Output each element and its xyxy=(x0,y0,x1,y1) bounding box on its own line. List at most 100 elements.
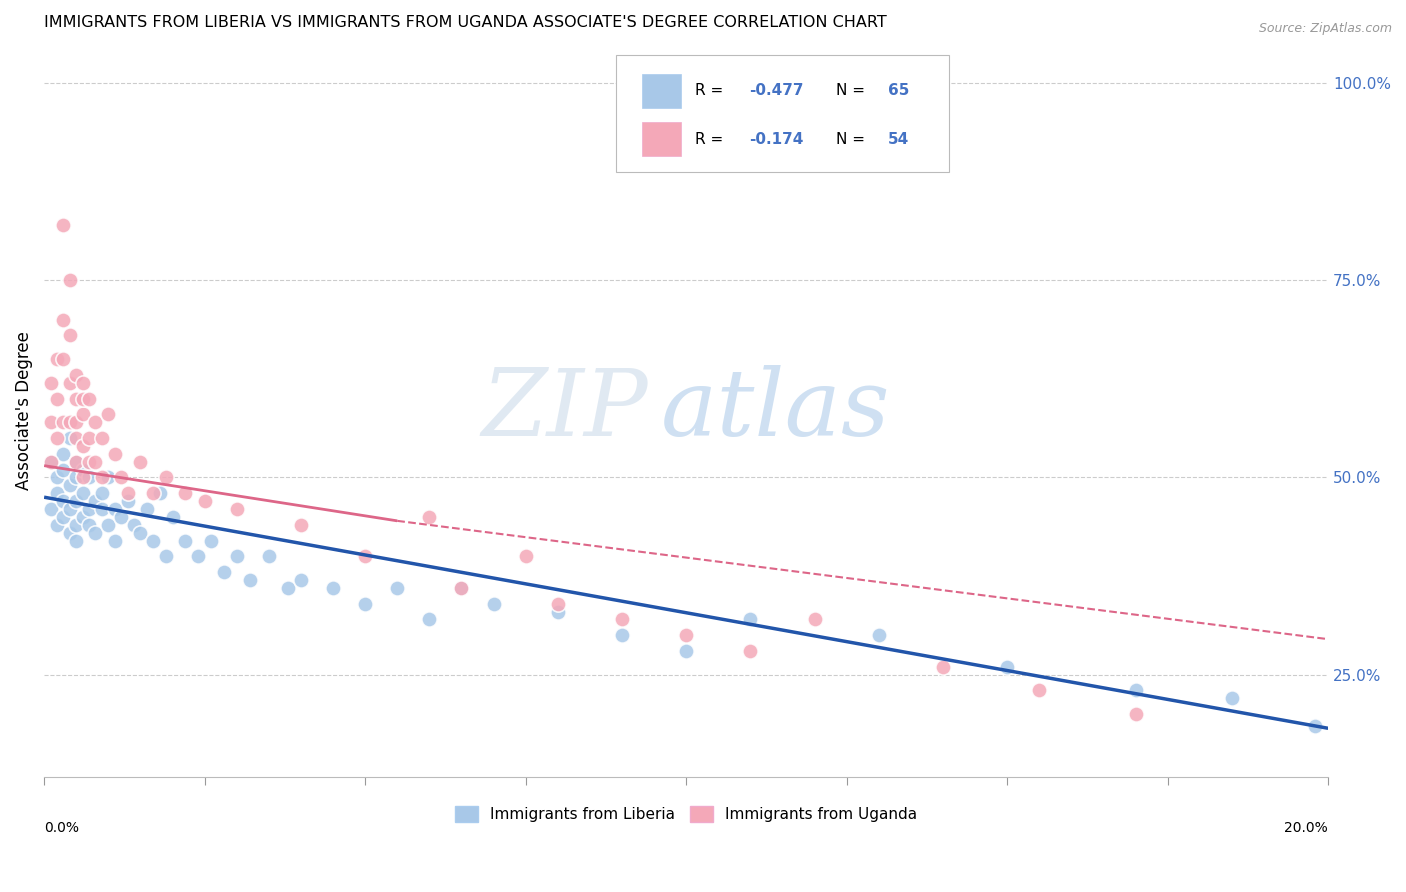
Point xyxy=(52,218,75,232)
Point xyxy=(65,368,87,382)
Point xyxy=(238,573,260,587)
Text: R =: R = xyxy=(695,83,728,98)
Text: 0.0%: 0.0% xyxy=(44,822,79,835)
Point xyxy=(46,431,69,445)
Point xyxy=(77,502,100,516)
Text: R =: R = xyxy=(695,131,728,146)
Point xyxy=(995,659,1018,673)
Point xyxy=(90,470,112,484)
Point xyxy=(52,415,75,429)
Point xyxy=(675,644,697,658)
Point xyxy=(59,415,82,429)
Text: IMMIGRANTS FROM LIBERIA VS IMMIGRANTS FROM UGANDA ASSOCIATE'S DEGREE CORRELATION: IMMIGRANTS FROM LIBERIA VS IMMIGRANTS FR… xyxy=(44,15,887,30)
Point xyxy=(142,486,165,500)
Text: -0.174: -0.174 xyxy=(749,131,803,146)
Point xyxy=(104,533,127,548)
Point xyxy=(290,517,312,532)
Point xyxy=(868,628,890,642)
Point xyxy=(72,470,94,484)
Point xyxy=(97,517,120,532)
Point xyxy=(277,581,299,595)
Point xyxy=(200,533,222,548)
Point xyxy=(122,517,145,532)
Point xyxy=(52,462,75,476)
Point xyxy=(1125,683,1147,698)
Point xyxy=(547,597,569,611)
Point xyxy=(155,470,177,484)
Point xyxy=(174,533,197,548)
Point xyxy=(59,273,82,287)
Point xyxy=(39,455,62,469)
Point xyxy=(52,352,75,367)
Point xyxy=(39,376,62,390)
Point xyxy=(322,581,344,595)
Point xyxy=(187,549,209,564)
Point xyxy=(803,612,825,626)
Point xyxy=(225,549,247,564)
Point xyxy=(59,502,82,516)
Point xyxy=(59,328,82,343)
Point xyxy=(610,612,633,626)
Point xyxy=(46,352,69,367)
Point xyxy=(104,447,127,461)
Point xyxy=(482,597,505,611)
FancyBboxPatch shape xyxy=(643,73,681,108)
Point xyxy=(77,392,100,406)
Point xyxy=(418,612,440,626)
Point xyxy=(72,509,94,524)
Text: Source: ZipAtlas.com: Source: ZipAtlas.com xyxy=(1258,22,1392,36)
Point xyxy=(59,478,82,492)
Point xyxy=(110,509,132,524)
Point xyxy=(65,517,87,532)
Point xyxy=(547,605,569,619)
Point xyxy=(39,415,62,429)
Point xyxy=(59,376,82,390)
Point xyxy=(59,431,82,445)
Point xyxy=(740,612,762,626)
Point xyxy=(194,494,217,508)
Point xyxy=(515,549,537,564)
Point xyxy=(354,597,377,611)
Text: ZIP: ZIP xyxy=(481,366,648,456)
Point xyxy=(97,470,120,484)
Point xyxy=(65,494,87,508)
Text: N =: N = xyxy=(837,83,870,98)
Point xyxy=(1303,719,1326,733)
FancyBboxPatch shape xyxy=(643,122,681,156)
Point xyxy=(97,408,120,422)
Point xyxy=(117,494,139,508)
Point xyxy=(740,644,762,658)
Point xyxy=(117,486,139,500)
Legend: Immigrants from Liberia, Immigrants from Uganda: Immigrants from Liberia, Immigrants from… xyxy=(449,800,924,829)
Point xyxy=(65,431,87,445)
Point xyxy=(162,509,184,524)
Point xyxy=(387,581,409,595)
Point xyxy=(72,408,94,422)
Point xyxy=(110,470,132,484)
Point xyxy=(1028,683,1050,698)
Point xyxy=(129,455,152,469)
Point xyxy=(174,486,197,500)
Point xyxy=(72,439,94,453)
FancyBboxPatch shape xyxy=(616,54,949,172)
Text: N =: N = xyxy=(837,131,870,146)
Point xyxy=(225,502,247,516)
Point xyxy=(72,376,94,390)
Point xyxy=(72,486,94,500)
Point xyxy=(52,447,75,461)
Point xyxy=(52,509,75,524)
Point xyxy=(418,509,440,524)
Point xyxy=(450,581,472,595)
Point xyxy=(72,462,94,476)
Point xyxy=(39,455,62,469)
Point xyxy=(65,533,87,548)
Point xyxy=(65,392,87,406)
Y-axis label: Associate's Degree: Associate's Degree xyxy=(15,331,32,490)
Text: 54: 54 xyxy=(887,131,908,146)
Text: 65: 65 xyxy=(887,83,910,98)
Point xyxy=(77,455,100,469)
Point xyxy=(39,502,62,516)
Point xyxy=(77,517,100,532)
Point xyxy=(354,549,377,564)
Point xyxy=(212,565,235,579)
